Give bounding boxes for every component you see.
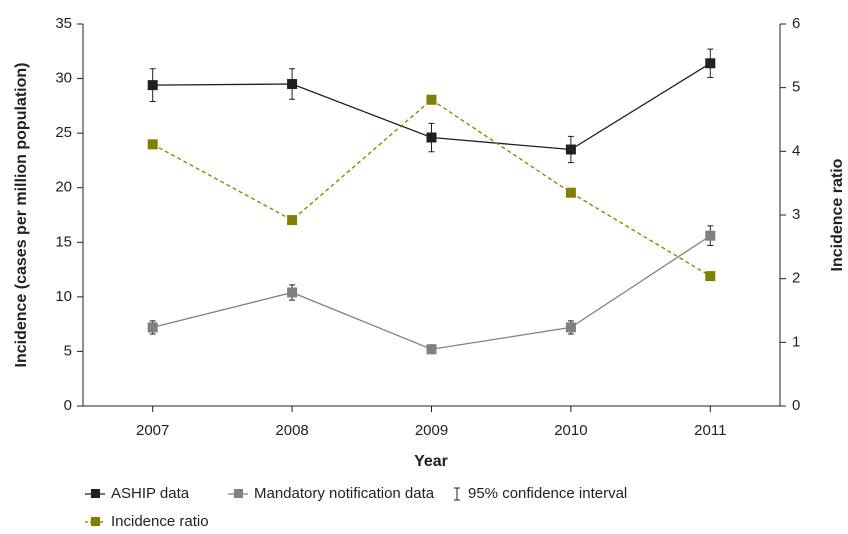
y-tick-label: 15 — [55, 233, 72, 250]
y2-tick-label: 1 — [792, 333, 800, 350]
y-tick-label: 10 — [55, 288, 72, 305]
data-point — [147, 322, 158, 333]
data-point — [287, 79, 298, 90]
x-tick-label: 2008 — [275, 422, 308, 439]
legend-error-icon — [454, 487, 460, 501]
legend-label: Mandatory notification data — [254, 485, 435, 502]
data-point — [565, 187, 576, 198]
y-tick-label: 5 — [64, 342, 72, 359]
y-tick-label: 25 — [55, 124, 72, 141]
y2-tick-label: 2 — [792, 270, 800, 287]
series-line — [152, 235, 711, 350]
data-point — [705, 230, 716, 241]
y-tick-label: 0 — [64, 397, 72, 414]
x-axis-label: Year — [414, 453, 448, 470]
legend-marker — [234, 489, 243, 498]
y2-tick-label: 4 — [792, 142, 800, 159]
legend-marker — [91, 517, 100, 526]
data-point — [565, 144, 576, 155]
x-tick-label: 2009 — [415, 422, 448, 439]
y-tick-label: 35 — [55, 15, 72, 32]
x-tick-label: 2010 — [554, 422, 587, 439]
x-tick-label: 2011 — [694, 422, 726, 439]
data-point — [287, 287, 298, 298]
y-axis-label: Incidence (cases per million population) — [13, 63, 30, 368]
y2-tick-label: 3 — [792, 206, 800, 223]
y2-tick-label: 6 — [792, 15, 800, 32]
legend-marker — [91, 489, 100, 498]
data-point — [426, 344, 437, 355]
data-point — [147, 80, 158, 91]
series-line — [152, 98, 711, 277]
legend-label: Incidence ratio — [111, 513, 209, 530]
data-point — [147, 139, 158, 150]
y2-tick-label: 5 — [792, 79, 800, 96]
data-point — [287, 215, 298, 226]
y2-tick-label: 0 — [792, 397, 800, 414]
data-point — [705, 271, 716, 282]
data-point — [565, 322, 576, 333]
y2-axis-label: Incidence ratio — [829, 158, 846, 271]
data-point — [426, 132, 437, 143]
data-point — [426, 94, 437, 105]
y-tick-label: 20 — [55, 179, 72, 196]
data-point — [705, 58, 716, 69]
legend-label: 95% confidence interval — [468, 485, 627, 502]
y-tick-label: 30 — [55, 70, 72, 87]
x-tick-label: 2007 — [136, 422, 169, 439]
legend-label: ASHIP data — [111, 485, 190, 502]
